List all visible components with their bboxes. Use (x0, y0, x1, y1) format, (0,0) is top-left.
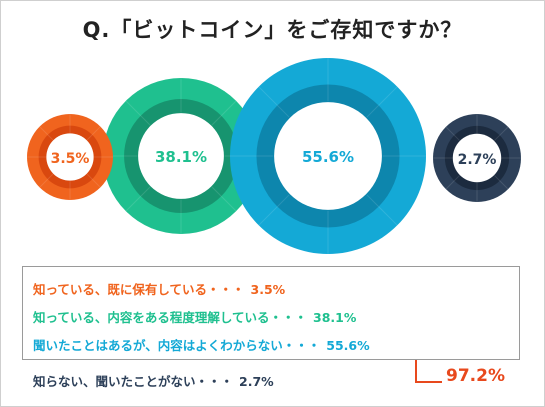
legend-box (22, 266, 520, 360)
legend-item-heard: 聞いたことはあるが、内容はよくわからない・・・ 55.6% (33, 335, 370, 354)
legend-label: 知らない、聞いたことがない・・・ (33, 374, 234, 389)
chart-title: Q.「ビットコイン」をご存知ですか？ (82, 18, 463, 42)
legend-item-understand: 知っている、内容をある程度理解している・・・ 38.1% (33, 307, 356, 326)
ring-value-label: 55.6% (302, 148, 354, 166)
ring-spoke (366, 194, 398, 226)
legend-label: 知っている、既に保有している・・・ (33, 282, 245, 297)
ring-spoke (258, 194, 290, 226)
legend-value: 3.5% (250, 282, 286, 297)
ring-spoke (86, 173, 101, 188)
legend-item-unknown: 知らない、聞いたことがない・・・ 2.7% (33, 371, 274, 390)
legend-value: 55.6% (326, 338, 370, 353)
legend-label: 知っている、内容をある程度理解している・・・ (33, 310, 308, 325)
ring-hole (138, 113, 224, 199)
ring-spoke (39, 126, 54, 141)
ring-2: 55.6% (230, 58, 426, 254)
legend-value: 2.7% (239, 374, 274, 389)
ring-spoke (494, 175, 509, 190)
ring-1: 38.1% (103, 78, 259, 234)
ring-hole (46, 133, 94, 181)
ring-hole (452, 133, 502, 183)
ring-value-label: 38.1% (155, 148, 207, 166)
ring-spoke (211, 100, 237, 126)
legend-label: 聞いたことはあるが、内容はよくわからない・・・ (33, 338, 321, 353)
ring-spoke (258, 86, 290, 118)
ring-spoke (39, 173, 54, 188)
ring-spoke (125, 186, 151, 212)
total-connector-line (415, 358, 442, 383)
ring-3: 2.7% (433, 114, 521, 202)
legend-item-owned: 知っている、既に保有している・・・ 3.5% (33, 279, 285, 298)
ring-spoke (366, 86, 398, 118)
ring-spoke (211, 186, 237, 212)
ring-value-label: 2.7% (458, 152, 497, 168)
legend-value: 38.1% (313, 310, 357, 325)
ring-spoke (86, 126, 101, 141)
ring-hole (274, 102, 382, 210)
ring-spoke (445, 126, 460, 141)
ring-spoke (125, 100, 151, 126)
ring-0: 3.5% (27, 114, 113, 200)
ring-value-label: 3.5% (51, 151, 90, 167)
ring-spoke (494, 126, 509, 141)
ring-spoke (445, 175, 460, 190)
total-percentage: 97.2% (446, 366, 505, 386)
